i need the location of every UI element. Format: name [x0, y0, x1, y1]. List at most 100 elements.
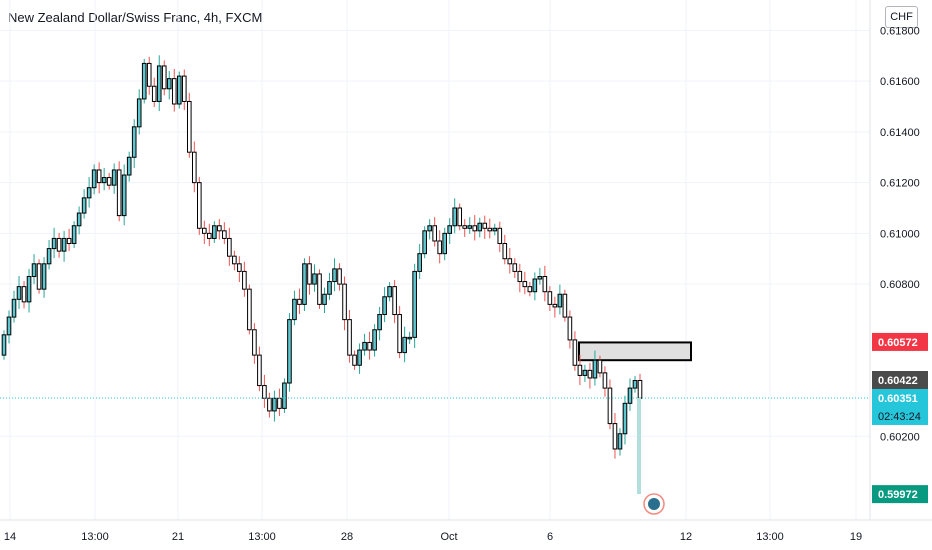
candle-body [282, 382, 287, 409]
candle-body [116, 169, 122, 217]
candle-body [602, 372, 608, 389]
countdown-text: 02:43:24 [878, 411, 921, 423]
y-tick-label: 0.61600 [880, 76, 920, 88]
candle-body [357, 349, 362, 366]
candle-body [367, 341, 372, 351]
candle-body [372, 329, 377, 351]
candle-body [171, 78, 177, 105]
candle-body [1, 334, 7, 356]
price-label-text: 0.60572 [878, 337, 918, 349]
candle-body [587, 369, 593, 379]
candle-body [101, 177, 107, 184]
candle-body [262, 385, 267, 399]
candle-body [362, 341, 367, 351]
x-tick-label: 6 [547, 531, 553, 543]
candle-body [342, 283, 347, 321]
candle-body [517, 270, 523, 283]
candle-body [237, 263, 242, 272]
price-label-text: 0.59972 [878, 489, 918, 501]
x-tick-label: 13:00 [756, 531, 784, 543]
candle-body [161, 65, 167, 90]
candle-body [86, 187, 92, 199]
candle-body [207, 232, 212, 239]
y-tick-label: 0.60200 [880, 431, 920, 443]
candle-body [141, 62, 147, 100]
candle-body [6, 316, 12, 336]
candle-body [242, 270, 247, 290]
candle-body [432, 225, 437, 242]
candle-body [11, 298, 17, 318]
candle-body [202, 227, 207, 234]
candle-body [121, 174, 127, 217]
x-tick-label: 13:00 [81, 531, 109, 543]
candle-body [297, 298, 302, 305]
candle-body [217, 225, 222, 232]
candle-body [627, 387, 633, 404]
candle-body [492, 227, 498, 232]
candle-body [577, 364, 583, 376]
candle-body [567, 316, 573, 341]
candle-body [197, 182, 202, 229]
candle-body [412, 270, 417, 338]
candle-body [457, 207, 463, 227]
price-axis[interactable]: 0.61800 0.61600 0.61400 0.61200 0.61000 0.608… [880, 25, 920, 443]
price-label-box [872, 388, 928, 407]
candle-body [632, 379, 638, 389]
overlay-layer [0, 397, 870, 515]
countdown-box [872, 406, 928, 425]
candle-body [252, 329, 257, 356]
y-tick-label: 0.61400 [880, 127, 920, 139]
candle-body [352, 354, 357, 366]
candle-body [562, 293, 568, 318]
candle-body [347, 319, 352, 356]
price-label-box [872, 485, 928, 504]
price-label-text: 0.60351 [878, 393, 918, 405]
candle-body [637, 379, 643, 399]
candle-body [277, 397, 282, 409]
candle-body [532, 278, 538, 293]
candle-body [287, 319, 292, 384]
candle-body [332, 268, 337, 283]
candle-body [71, 225, 77, 245]
candle-body [222, 230, 227, 239]
candle-body [582, 369, 588, 376]
candle-body [607, 387, 613, 425]
candle-body [407, 336, 412, 340]
candle-body [212, 225, 217, 239]
candle-body [247, 288, 252, 331]
candle-body [111, 169, 117, 186]
candle-body [547, 291, 553, 305]
candle-body [487, 227, 493, 232]
candle-body [181, 75, 187, 102]
candle-body [31, 263, 37, 277]
candle-body [447, 225, 453, 234]
candle-body [26, 275, 32, 303]
candle-body [21, 286, 27, 303]
candle-body [397, 314, 402, 354]
currency-button[interactable]: CHF [885, 6, 918, 28]
price-labels: 0.60572 0.60422 0.60351 02:43:24 0.59972 [872, 332, 928, 504]
candle-body [81, 197, 87, 214]
candle-body [272, 397, 277, 412]
candle-body [442, 232, 447, 255]
candle-body [552, 303, 558, 308]
candles [1, 55, 643, 459]
candle-body [227, 237, 232, 257]
candle-body [96, 169, 102, 184]
candle-body [51, 237, 57, 250]
candle-body [302, 263, 307, 305]
x-tick-label: 13:00 [248, 531, 276, 543]
candle-body [66, 237, 72, 245]
x-tick-label: 28 [341, 531, 353, 543]
x-tick-label: 21 [172, 531, 184, 543]
time-axis[interactable]: 14 13:00 21 13:00 28 Oct 6 12 13:00 19 [4, 531, 862, 543]
candle-body [542, 275, 548, 293]
projection-bar [637, 397, 641, 495]
y-tick-label: 0.60800 [880, 279, 920, 291]
candle-body [317, 273, 322, 305]
candle-body [507, 258, 513, 265]
candle-body [472, 225, 478, 232]
candle-body [191, 151, 197, 184]
price-label-box [872, 332, 928, 351]
